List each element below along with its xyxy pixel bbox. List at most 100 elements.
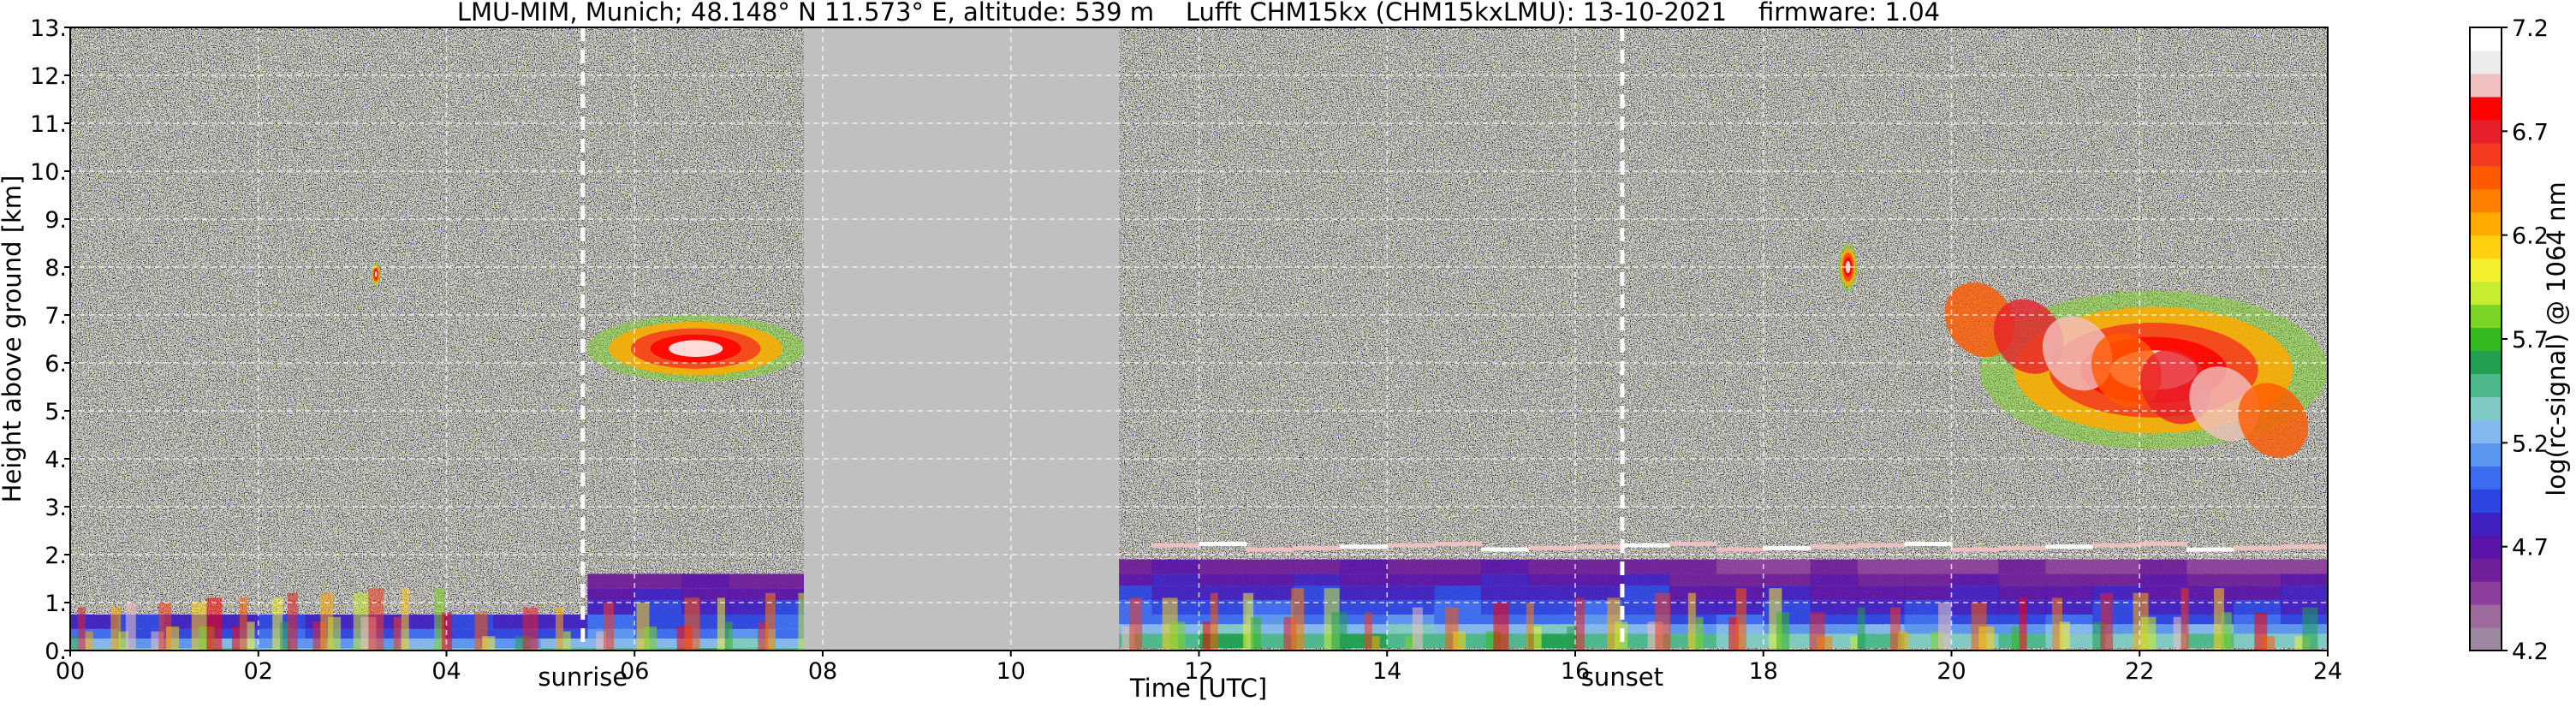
y-tick-label: 8.	[45, 255, 67, 282]
bl-cell	[164, 628, 212, 639]
aerosol-streak	[1493, 603, 1509, 651]
aerosol-streak	[562, 631, 571, 651]
bl-cell	[1387, 624, 1436, 634]
bl-cell	[116, 648, 165, 651]
layer-top	[1857, 543, 1906, 548]
colorbar-swatch	[2470, 281, 2502, 306]
x-tick-label: 10	[996, 658, 1026, 685]
aerosol-streak	[1655, 592, 1671, 651]
bl-cell	[1387, 585, 1436, 601]
aerosol-streak	[1129, 597, 1143, 651]
layer-top	[1340, 544, 1389, 550]
colorbar-swatch	[2470, 373, 2502, 398]
bl-cell	[399, 628, 448, 639]
bl-cell	[1621, 615, 1670, 625]
bl-cell	[1293, 573, 1342, 586]
y-axis: 0. 1. 2. 3. 4. 5. 6. 7. 8. 9. 10. 11. 12. 13.	[30, 15, 70, 665]
bl-cell	[70, 648, 118, 651]
bl-cell	[2092, 573, 2141, 586]
bl-cell	[1151, 585, 1200, 601]
bl-cell	[1434, 585, 1483, 601]
colorbar-swatch	[2470, 581, 2502, 605]
bl-cell	[2045, 573, 2094, 586]
layer-top	[1575, 544, 1623, 550]
y-tick-label: 4.	[45, 447, 67, 473]
y-tick-label: 0.	[45, 639, 67, 665]
colorbar-swatch	[2470, 466, 2502, 490]
bl-cell	[2092, 559, 2141, 574]
bl-cell	[1621, 573, 1670, 586]
aerosol-streak	[1735, 588, 1746, 651]
layer-top	[1246, 547, 1294, 552]
colorbar-swatch	[2470, 604, 2502, 628]
bl-cell	[399, 639, 448, 649]
bl-cell	[634, 588, 683, 601]
aerosol-streak	[2221, 612, 2232, 651]
aerosol-streak	[2173, 616, 2181, 651]
bl-cell	[2186, 559, 2235, 574]
layer-top	[2186, 547, 2235, 552]
bl-cell	[1621, 559, 1670, 574]
bl-cell	[1246, 559, 1294, 574]
x-tick-label: 20	[1936, 658, 1966, 685]
x-tick-label: 00	[56, 658, 85, 685]
bl-cell	[729, 588, 777, 601]
bl-cell	[2234, 600, 2282, 615]
aerosol-streak	[1453, 631, 1466, 651]
chart-title: LMU-MIM, Munich; 48.148° N 11.573° E, al…	[457, 0, 1940, 27]
feature-3	[1838, 243, 1858, 291]
aerosol-streak	[724, 621, 733, 651]
bl-cell	[164, 639, 212, 649]
bl-cell	[1199, 573, 1247, 586]
bl-cell	[1528, 615, 1576, 625]
colorbar-swatch	[2470, 188, 2502, 213]
layer-top	[1481, 547, 1530, 552]
bl-cell	[1575, 559, 1623, 574]
aerosol-streak	[684, 597, 700, 651]
bl-cell	[1857, 585, 1906, 601]
bl-cell	[1481, 559, 1530, 574]
colorbar-swatch	[2470, 443, 2502, 466]
y-tick-label: 3.	[45, 495, 67, 521]
bl-cell	[587, 588, 636, 601]
bl-cell	[2186, 615, 2235, 625]
aerosol-streak	[1371, 636, 1380, 651]
bl-cell	[2045, 559, 2094, 574]
colorbar-swatch	[2470, 558, 2502, 582]
layer-top	[1528, 545, 1576, 550]
x-tick-label: 08	[808, 658, 837, 685]
colorbar-swatch	[2470, 142, 2502, 167]
colorbar-swatch	[2470, 535, 2502, 559]
aerosol-streak	[522, 607, 538, 651]
feature-4	[1944, 282, 2328, 458]
bl-cell	[1575, 573, 1623, 586]
bl-cell	[587, 573, 636, 589]
aerosol-streak	[2059, 621, 2070, 651]
aerosol-streak	[77, 607, 86, 651]
event-label: sunset	[1581, 662, 1663, 692]
bl-cell	[1151, 559, 1200, 574]
bl-cell	[1575, 624, 1623, 634]
aerosol-streak	[70, 636, 78, 651]
y-tick-label: 12.	[30, 63, 67, 90]
layer-top	[1621, 543, 1670, 548]
x-tick-label: 18	[1749, 658, 1778, 685]
bl-cell	[1340, 633, 1389, 649]
bl-cell	[1951, 559, 2000, 574]
colorbar-tick-label: 4.2	[2512, 639, 2549, 665]
bl-cell	[1199, 624, 1247, 634]
bl-cell	[2045, 585, 2094, 601]
feature-1	[371, 262, 381, 287]
layer-top	[2139, 541, 2188, 546]
layer-top	[1951, 547, 2000, 552]
aerosol-streak	[2302, 607, 2318, 651]
y-tick-label: 6.	[45, 351, 67, 377]
layer-top	[1669, 541, 1717, 546]
y-tick-label: 2.	[45, 543, 67, 569]
aerosol-streak	[368, 588, 384, 651]
bl-cell	[2281, 573, 2328, 586]
bl-cell	[1481, 573, 1530, 586]
aerosol-streak	[166, 627, 180, 651]
bl-cell	[1387, 600, 1436, 615]
aerosol-streak	[1849, 636, 1858, 651]
